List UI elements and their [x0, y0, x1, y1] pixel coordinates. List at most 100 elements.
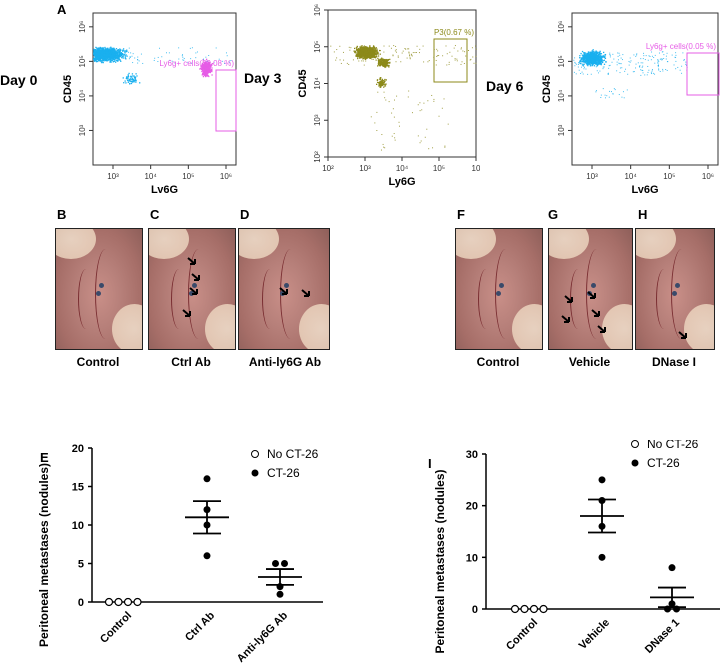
event-dot: [599, 52, 601, 54]
event-dot: [128, 51, 130, 53]
event-dot: [362, 51, 364, 53]
event-dot: [473, 62, 475, 64]
event-dot: [650, 59, 652, 61]
event-dot: [157, 56, 159, 58]
event-dot: [201, 73, 204, 75]
event-dot: [600, 55, 602, 57]
event-dot: [384, 66, 386, 69]
event-dot: [373, 46, 375, 48]
event-dot: [360, 57, 362, 59]
event-dot: [206, 75, 209, 77]
event-dot: [205, 56, 207, 58]
event-dot: [383, 81, 385, 84]
event-dot: [365, 51, 367, 54]
event-dot: [225, 52, 227, 54]
event-dot: [96, 56, 99, 59]
event-dot: [588, 53, 590, 55]
event-dot: [398, 125, 400, 127]
event-dot: [122, 57, 124, 59]
event-dot: [595, 51, 597, 53]
event-dot: [371, 49, 373, 51]
event-dot: [109, 52, 111, 54]
event-dot: [383, 45, 385, 47]
event-dot: [203, 74, 206, 76]
y-tick-label: 0: [78, 597, 84, 609]
event-dot: [470, 58, 472, 60]
event-dot: [102, 51, 104, 53]
event-dot: [587, 61, 589, 63]
event-dot: [96, 58, 98, 60]
event-dot: [96, 54, 98, 56]
event-dot: [589, 64, 591, 66]
event-dot: [202, 67, 204, 69]
event-dot: [98, 53, 101, 56]
event-dot: [596, 63, 598, 65]
event-dot: [599, 50, 601, 53]
event-dot: [366, 47, 369, 49]
event-dot: [114, 52, 116, 54]
event-dot: [472, 56, 474, 58]
event-dot: [365, 45, 367, 48]
event-dot: [378, 49, 381, 52]
event-dot: [589, 65, 592, 67]
event-dot: [381, 84, 383, 86]
event-dot: [357, 55, 360, 57]
event-dot: [593, 59, 595, 62]
event-dot: [675, 54, 677, 56]
event-dot: [112, 52, 114, 54]
event-dot: [653, 57, 655, 59]
event-dot: [111, 59, 113, 62]
data-point: [276, 590, 284, 598]
event-dot: [642, 58, 644, 60]
legend-label: No CT-26: [267, 447, 319, 461]
event-dot: [360, 50, 363, 52]
event-dot: [595, 60, 597, 63]
x-tick-label: Control: [98, 610, 134, 646]
y-axis-label: Peritoneal metastases (nodules): [433, 469, 447, 653]
event-dot: [586, 61, 588, 63]
event-dot: [621, 96, 623, 98]
event-dot: [108, 52, 110, 54]
event-dot: [99, 59, 101, 61]
event-dot: [616, 70, 618, 72]
event-dot: [126, 55, 128, 57]
event-dot: [643, 55, 645, 57]
event-dot: [448, 63, 450, 65]
event-dot: [665, 68, 667, 70]
event-dot: [366, 55, 368, 57]
event-dot: [106, 52, 108, 54]
event-dot: [206, 73, 208, 75]
event-dot: [358, 49, 360, 52]
event-dot: [168, 52, 170, 54]
event-dot: [357, 57, 359, 60]
event-dot: [590, 73, 592, 75]
event-dot: [370, 116, 372, 118]
event-dot: [581, 60, 583, 63]
event-dot: [380, 80, 382, 82]
event-dot: [103, 60, 105, 62]
event-dot: [381, 60, 383, 62]
event-dot: [412, 52, 414, 54]
event-dot: [374, 122, 376, 124]
event-dot: [372, 52, 375, 54]
event-dot: [371, 54, 373, 57]
event-dot: [609, 64, 611, 66]
event-dot: [139, 82, 141, 84]
event-dot: [592, 58, 594, 60]
event-dot: [663, 54, 665, 56]
event-dot: [201, 68, 203, 70]
event-dot: [103, 53, 106, 55]
event-dot: [586, 57, 588, 59]
event-dot: [593, 58, 595, 60]
event-dot: [339, 59, 341, 61]
event-dot: [587, 60, 589, 62]
event-dot: [364, 51, 366, 54]
event-dot: [109, 56, 112, 58]
event-dot: [112, 52, 115, 54]
event-dot: [583, 58, 586, 60]
event-dot: [366, 48, 368, 50]
event-dot: [202, 64, 204, 67]
event-dot: [97, 51, 99, 53]
event-dot: [109, 47, 111, 49]
event-dot: [101, 49, 103, 51]
